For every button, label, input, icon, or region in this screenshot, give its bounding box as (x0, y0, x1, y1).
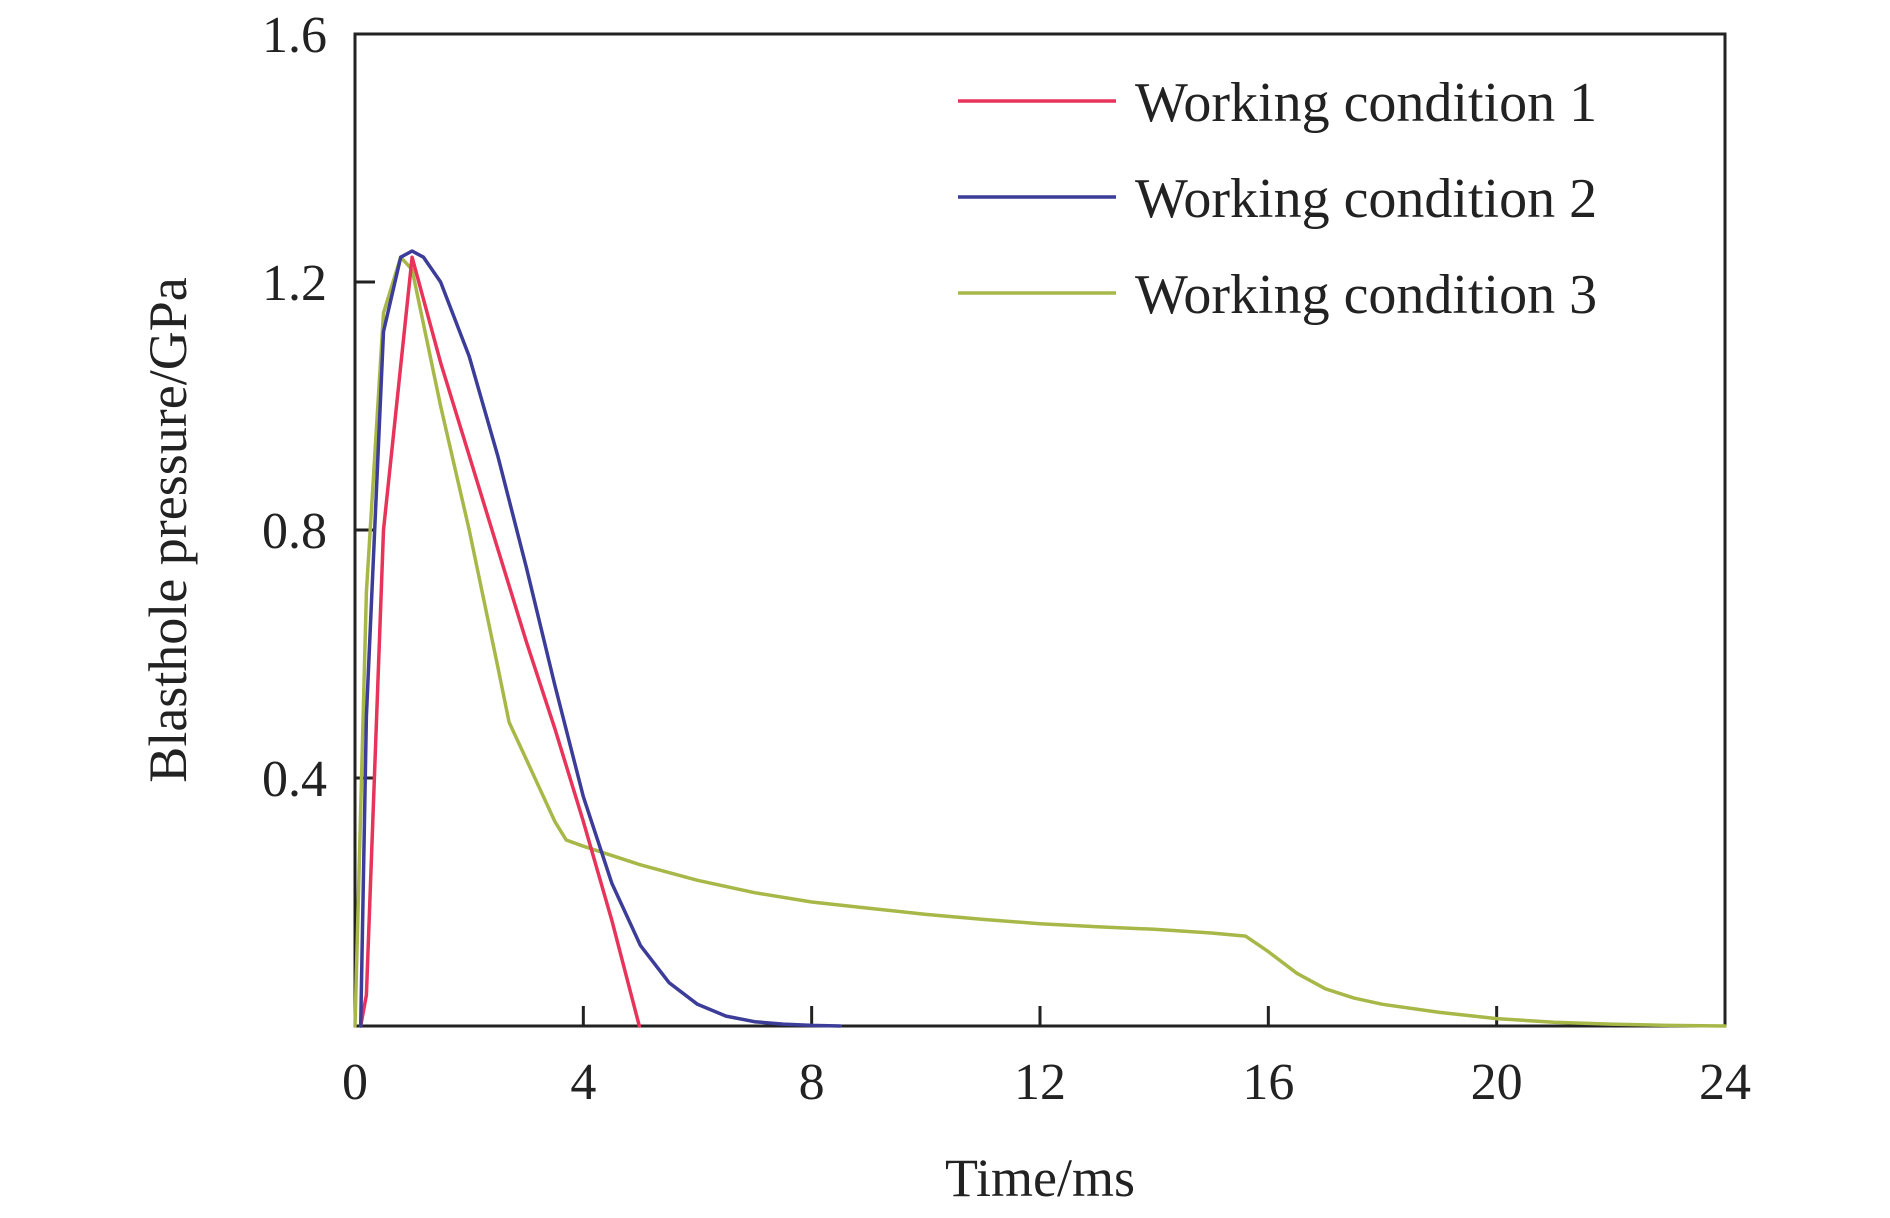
x-tick-label: 20 (1471, 1054, 1523, 1111)
x-axis-label: Time/ms (945, 1148, 1135, 1208)
y-tick-label: 1.6 (262, 7, 327, 64)
y-axis-label: Blasthole pressure/GPa (138, 277, 198, 782)
x-tick-label: 4 (570, 1054, 596, 1111)
axis-ticks: 0 4 8 12 16 20 24 0.4 0.8 1.2 1.6 (262, 7, 1751, 1111)
x-tick-label: 16 (1242, 1054, 1294, 1111)
y-tick-label: 0.8 (262, 503, 327, 560)
x-tick-label: 8 (799, 1054, 825, 1111)
series-line-1 (358, 255, 642, 1028)
legend-label-2: Working condition 2 (1135, 168, 1597, 230)
y-tick-label: 0.4 (262, 751, 327, 808)
y-tick-label: 1.2 (262, 255, 327, 312)
legend-label-3: Working condition 3 (1135, 264, 1597, 326)
series-line-2 (358, 249, 842, 1028)
series-line-3 (353, 255, 1727, 1028)
series-layer (353, 249, 1727, 1028)
x-tick-label: 12 (1014, 1054, 1066, 1111)
x-tick-label: 24 (1699, 1054, 1751, 1111)
legend-label-1: Working condition 1 (1135, 72, 1597, 134)
x-tick-label: 0 (342, 1054, 368, 1111)
legend: Working condition 1 Working condition 2 Wo… (958, 72, 1597, 326)
